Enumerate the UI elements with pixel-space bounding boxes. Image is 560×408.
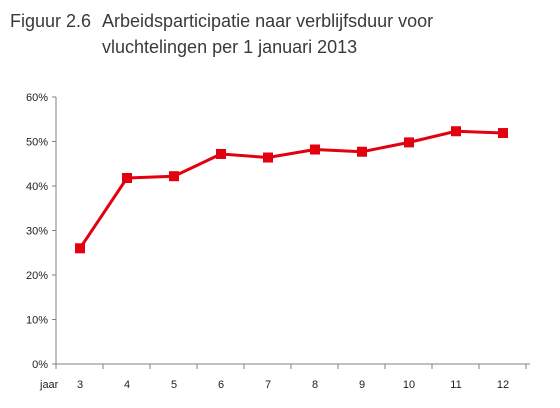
- data-point-marker: [357, 146, 367, 157]
- x-tick-label: 12: [497, 379, 509, 391]
- series-group: [75, 126, 508, 254]
- x-tick-label: 4: [124, 379, 130, 391]
- x-tick-label: 5: [171, 379, 177, 391]
- x-axis-ticks: 3 4 5 6 7 8 9 10 11 12 jaar: [39, 364, 527, 391]
- figure-title: Arbeidsparticipatie naar verblijfsduur v…: [102, 11, 434, 57]
- data-point-marker: [263, 152, 273, 163]
- y-axis-ticks: 0% 10% 20% 30% 40% 50% 60%: [26, 92, 56, 371]
- data-point-marker: [75, 243, 85, 254]
- data-point-marker: [122, 172, 132, 183]
- x-tick-label: 3: [77, 379, 83, 391]
- x-axis-label: jaar: [39, 379, 59, 391]
- y-tick-label: 60%: [26, 92, 48, 104]
- data-point-marker: [404, 137, 414, 148]
- x-tick-label: 8: [312, 379, 318, 391]
- y-tick-label: 20%: [26, 270, 48, 282]
- y-tick-label: 50%: [26, 137, 48, 149]
- series-line: [78, 129, 504, 250]
- chart-axes: [55, 97, 530, 365]
- x-tick-label: 9: [359, 379, 365, 391]
- x-tick-label: 10: [403, 379, 415, 391]
- x-tick-label: 6: [218, 379, 224, 391]
- x-tick-label: 11: [450, 379, 461, 391]
- y-tick-label: 0%: [32, 359, 48, 371]
- y-tick-label: 10%: [26, 315, 48, 327]
- x-tick-label: 7: [265, 379, 271, 391]
- data-point-marker: [498, 128, 508, 139]
- data-point-marker: [169, 171, 179, 182]
- figure-label: Figuur 2.6: [10, 11, 92, 31]
- y-tick-label: 30%: [26, 226, 48, 238]
- data-point-marker: [310, 144, 320, 155]
- data-point-marker: [216, 148, 226, 159]
- y-tick-label: 40%: [26, 181, 48, 193]
- data-point-marker: [451, 126, 461, 137]
